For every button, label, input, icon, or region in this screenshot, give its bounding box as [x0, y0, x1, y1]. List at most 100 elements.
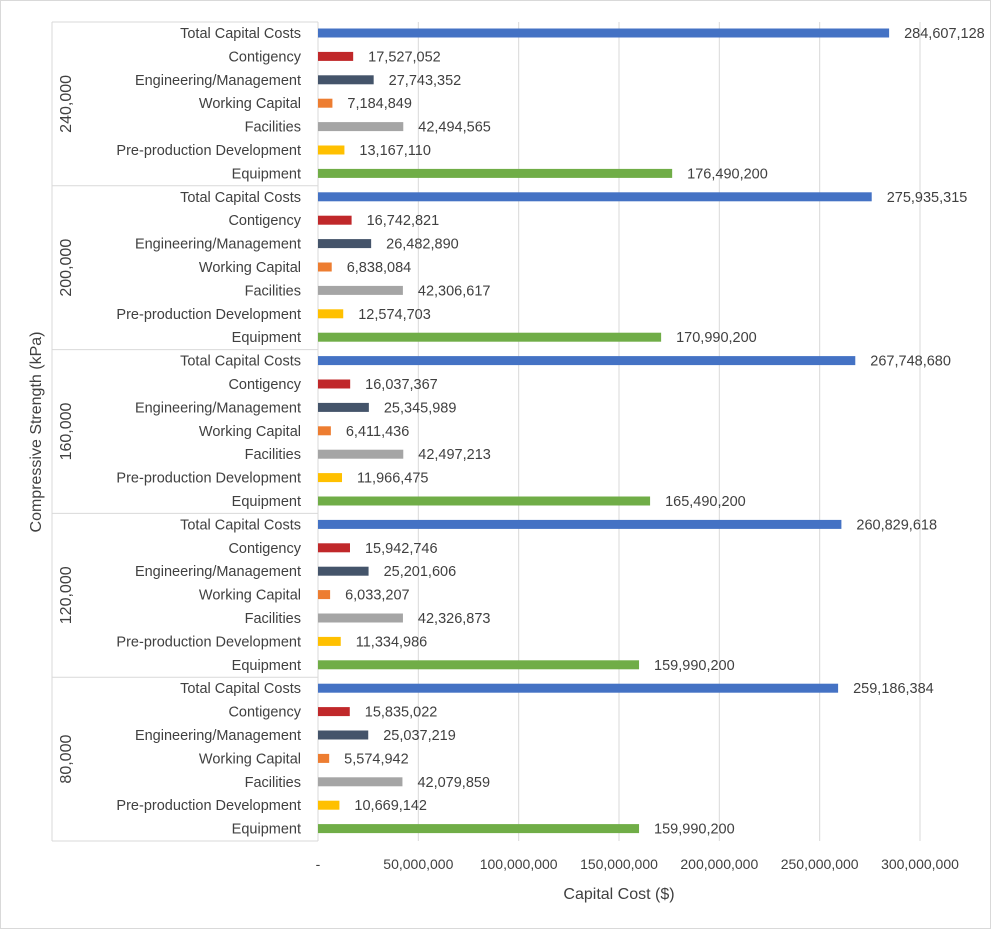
data-label: 25,345,989 [384, 400, 457, 416]
bar [318, 824, 640, 834]
category-label: Pre-production Development [116, 143, 301, 159]
data-label: 170,990,200 [676, 330, 757, 346]
data-label: 25,201,606 [384, 564, 457, 580]
group-label: 160,000 [58, 402, 75, 460]
category-label: Pre-production Development [116, 307, 301, 323]
group-label: 240,000 [58, 75, 75, 133]
bar [318, 730, 369, 740]
x-tick-label: 200,000,000 [680, 856, 758, 872]
bar [318, 262, 332, 272]
data-label: 25,037,219 [383, 728, 456, 744]
data-label: 275,935,315 [887, 190, 968, 206]
bar [318, 800, 340, 810]
data-label: 6,033,207 [345, 588, 410, 604]
category-label: Engineering/Management [135, 73, 301, 89]
category-label: Pre-production Development [116, 634, 301, 650]
bar [318, 496, 651, 506]
category-label: Total Capital Costs [180, 190, 301, 206]
category-label: Working Capital [199, 96, 301, 112]
data-label: 159,990,200 [654, 658, 735, 674]
bars [318, 28, 890, 834]
x-tick-label: 50,000,000 [383, 856, 453, 872]
data-label: 42,494,565 [418, 120, 491, 136]
data-label: 284,607,128 [904, 26, 985, 42]
x-axis-title: Capital Cost ($) [563, 886, 674, 903]
category-label: Engineering/Management [135, 400, 301, 416]
bar [318, 168, 673, 178]
category-label: Engineering/Management [135, 237, 301, 253]
bar [318, 636, 341, 646]
data-label: 5,574,942 [344, 751, 409, 767]
bar [318, 590, 331, 600]
category-label: Equipment [232, 494, 301, 510]
bar [318, 519, 842, 529]
data-label: 26,482,890 [386, 237, 459, 253]
bar [318, 285, 403, 295]
category-label: Equipment [232, 166, 301, 182]
bar [318, 777, 403, 787]
data-label: 260,829,618 [856, 517, 937, 533]
bar [318, 473, 343, 483]
bar [318, 566, 369, 576]
bar [318, 145, 345, 155]
category-label: Contigency [228, 49, 301, 65]
data-label: 16,037,367 [365, 377, 438, 393]
bar [318, 683, 839, 693]
data-label: 12,574,703 [358, 307, 431, 323]
bar [318, 426, 331, 436]
category-label: Total Capital Costs [180, 26, 301, 42]
bar [318, 402, 369, 412]
category-label: Contigency [228, 541, 301, 557]
data-label: 159,990,200 [654, 822, 735, 838]
bar [318, 356, 856, 366]
data-label: 176,490,200 [687, 166, 768, 182]
grid-lines [417, 22, 921, 841]
data-label: 27,743,352 [389, 73, 462, 89]
bar [318, 192, 872, 202]
bar [318, 309, 344, 319]
category-label: Facilities [245, 775, 301, 791]
bar [318, 239, 372, 249]
category-label: Equipment [232, 658, 301, 674]
bar [318, 660, 640, 670]
x-tick-label: 150,000,000 [580, 856, 658, 872]
category-label: Working Capital [199, 260, 301, 276]
data-label: 267,748,680 [870, 354, 951, 370]
category-label: Facilities [245, 120, 301, 136]
category-label: Engineering/Management [135, 564, 301, 580]
bar [318, 753, 330, 763]
category-label: Total Capital Costs [180, 517, 301, 533]
category-label: Working Capital [199, 751, 301, 767]
data-label: 10,669,142 [354, 798, 427, 814]
x-tick-label: 100,000,000 [480, 856, 558, 872]
category-label: Facilities [245, 447, 301, 463]
x-tick-label: - [316, 856, 321, 872]
category-label: Total Capital Costs [180, 354, 301, 370]
bar [318, 379, 351, 389]
category-label: Pre-production Development [116, 798, 301, 814]
bar [318, 707, 350, 717]
y-axis-title: Compressive Strength (kPa) [28, 332, 45, 533]
data-label: 17,527,052 [368, 49, 441, 65]
data-label: 11,334,986 [356, 634, 428, 650]
data-label: 165,490,200 [665, 494, 746, 510]
bar [318, 28, 890, 38]
data-label: 15,835,022 [365, 705, 438, 721]
data-label: 42,306,617 [418, 283, 491, 299]
data-label: 42,497,213 [418, 447, 491, 463]
data-label: 11,966,475 [357, 471, 429, 487]
bar [318, 122, 404, 132]
category-label: Working Capital [199, 588, 301, 604]
labels: - 50,000,000 100,000,000 150,000,000 200,000… [58, 26, 985, 872]
data-label: 15,942,746 [365, 541, 438, 557]
data-label: 42,079,859 [417, 775, 490, 791]
category-label: Contigency [228, 213, 301, 229]
bar [318, 215, 352, 225]
category-label: Contigency [228, 705, 301, 721]
category-label: Engineering/Management [135, 728, 301, 744]
category-label: Contigency [228, 377, 301, 393]
bar [318, 51, 354, 61]
group-label: 200,000 [58, 239, 75, 297]
data-label: 42,326,873 [418, 611, 491, 627]
data-label: 16,742,821 [367, 213, 440, 229]
